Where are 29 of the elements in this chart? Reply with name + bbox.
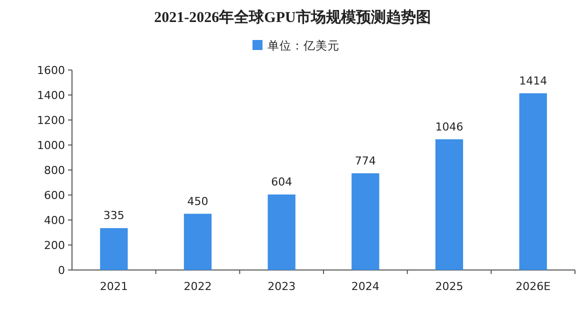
x-tick-label: 2021: [100, 280, 128, 293]
data-label: 450: [187, 194, 208, 208]
data-label: 335: [103, 209, 124, 222]
y-tick-label: 1000: [37, 139, 65, 152]
x-tick-label: 2022: [184, 280, 212, 293]
bar: [352, 173, 380, 270]
bar: [435, 139, 464, 270]
bar: [268, 194, 296, 270]
chart-title: 2021-2026年全球GPU市场规模预测趋势图: [154, 8, 431, 26]
y-tick-label: 600: [44, 189, 65, 202]
data-label: 774: [354, 154, 376, 168]
y-tick-label: 1200: [37, 114, 65, 127]
legend-label: 单位：亿美元: [268, 38, 340, 52]
x-tick-label: 2025: [435, 280, 464, 293]
x-tick-label: 2024: [351, 280, 380, 293]
x-tick-label: 2026E: [516, 280, 551, 293]
y-tick-label: 1600: [37, 64, 65, 77]
data-label: 1046: [435, 120, 464, 134]
bar: [100, 228, 128, 270]
y-tick-label: 400: [44, 214, 65, 227]
x-tick-label: 2023: [268, 280, 296, 293]
bar: [519, 93, 547, 270]
y-tick-label: 200: [44, 239, 65, 252]
y-tick-label: 0: [58, 264, 65, 277]
data-label: 604: [271, 176, 292, 188]
y-tick-label: 800: [44, 164, 65, 177]
bar: [184, 214, 212, 270]
y-tick-label: 1400: [37, 89, 65, 102]
data-label: 1414: [519, 74, 548, 88]
